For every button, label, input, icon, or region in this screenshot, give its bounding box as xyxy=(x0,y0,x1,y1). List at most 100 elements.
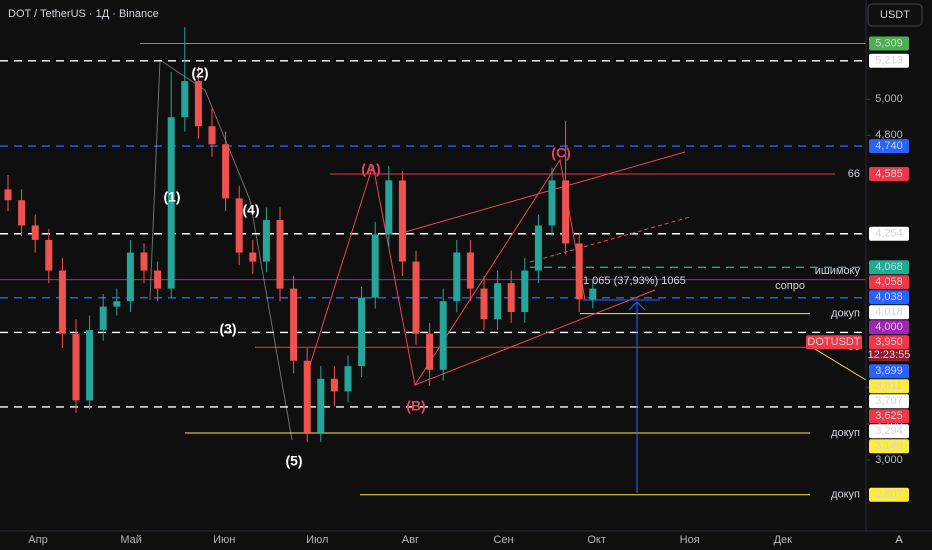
candle-body xyxy=(371,234,379,298)
currency-button[interactable] xyxy=(867,3,923,27)
price-label-box xyxy=(869,394,909,409)
wave-label: (C) xyxy=(551,145,570,161)
candle-body xyxy=(494,283,502,320)
price-label: 4,068 xyxy=(875,261,903,273)
wave-path xyxy=(149,59,293,441)
candle-body xyxy=(439,301,447,370)
price-label-box xyxy=(869,379,909,394)
candle-body xyxy=(521,270,529,313)
candle-body xyxy=(453,252,461,302)
x-tick-label: Апр xyxy=(28,534,47,546)
candle-body xyxy=(262,220,270,262)
countdown-label: 12:23:55 xyxy=(868,349,911,361)
candle-body xyxy=(330,378,338,392)
candle-body xyxy=(140,252,148,271)
candle-body xyxy=(18,200,26,226)
wave-label: (5) xyxy=(285,453,302,469)
price-label: 5,213 xyxy=(875,55,903,67)
candle-body xyxy=(167,117,175,289)
auto-scale[interactable]: A xyxy=(895,534,903,546)
price-label: 3,899 xyxy=(875,365,903,377)
price-label-box xyxy=(869,275,909,290)
candle-body xyxy=(154,270,162,289)
price-label: 4,585 xyxy=(875,168,903,180)
candle-body xyxy=(426,333,434,370)
level-note: 66 xyxy=(848,168,860,180)
wave-label: (2) xyxy=(191,65,208,81)
y-tick-label: 3,000 xyxy=(875,454,903,466)
candles-layer xyxy=(4,27,597,442)
price-label: 3,294 xyxy=(875,425,903,437)
measure-label: 1 065 (37,93%) 1065 xyxy=(583,275,686,287)
price-label: 3,811 xyxy=(876,380,903,392)
x-tick-label: Ноя xyxy=(680,534,700,546)
candle-body xyxy=(181,81,189,118)
x-tick-label: Июн xyxy=(213,534,235,546)
annotation: ишимоку xyxy=(815,265,861,277)
wave-label: (4) xyxy=(242,202,259,218)
x-tick-label: Окт xyxy=(587,534,606,546)
candle-body xyxy=(194,81,202,127)
price-label: 4,740 xyxy=(875,140,903,152)
candle-body xyxy=(4,189,12,201)
channel-line xyxy=(404,151,686,233)
trend-line xyxy=(809,345,867,381)
x-tick-label: Авг xyxy=(402,534,419,546)
wave-label: (3) xyxy=(219,321,236,337)
candle-body xyxy=(575,243,583,300)
arrow-head xyxy=(628,301,646,311)
candle-body xyxy=(99,306,107,331)
candle-body xyxy=(398,180,406,262)
price-label: 3,625 xyxy=(875,410,903,422)
candle-body xyxy=(317,378,325,433)
channel-line xyxy=(414,289,656,386)
price-label: 4,000 xyxy=(875,321,903,333)
y-tick-label: 4,800 xyxy=(875,129,903,141)
symbol-label: DOTUSDT xyxy=(807,336,860,348)
price-label-box xyxy=(869,439,909,454)
level-note: докуп xyxy=(831,427,860,439)
price-label-box xyxy=(869,305,909,320)
candle-body xyxy=(507,283,515,313)
candle-body xyxy=(126,252,134,302)
candle-body xyxy=(303,360,311,433)
level-note: докуп xyxy=(831,308,860,320)
candle-body xyxy=(534,225,542,271)
candle-body xyxy=(344,366,352,392)
price-label: 4,058 xyxy=(875,276,903,288)
candle-body xyxy=(72,333,80,401)
candle-body xyxy=(466,252,474,289)
price-label-box xyxy=(869,53,909,68)
wave-label: (B) xyxy=(406,398,425,414)
price-label-box xyxy=(869,487,909,502)
candle-body xyxy=(45,239,53,271)
candle-body xyxy=(113,301,121,307)
price-label: 5,309 xyxy=(875,37,903,49)
price-label-box xyxy=(869,36,909,51)
symbol-box xyxy=(806,335,862,350)
x-tick-label: Сен xyxy=(493,534,513,546)
x-tick-label: Май xyxy=(120,534,142,546)
candle-body xyxy=(358,297,366,367)
level-note: докуп xyxy=(831,489,860,501)
candle-body xyxy=(31,225,39,240)
price-label-box xyxy=(869,226,909,241)
price-label: 3,950 xyxy=(875,336,903,348)
currency-label[interactable]: USDT xyxy=(880,9,910,21)
price-label: 2,807 xyxy=(875,489,903,501)
candle-body xyxy=(589,288,597,300)
candle-body xyxy=(208,126,216,145)
price-label: 3,149 xyxy=(875,440,903,452)
candle-body xyxy=(235,198,243,253)
price-label: 4,018 xyxy=(875,306,903,318)
price-label-box xyxy=(869,320,909,335)
candle-body xyxy=(562,180,570,244)
candle-body xyxy=(222,144,230,199)
x-tick-label: Дек xyxy=(774,534,793,546)
price-label: 4,038 xyxy=(875,291,903,303)
price-label-box xyxy=(869,364,909,379)
candle-body xyxy=(290,288,298,361)
wave-label: (A) xyxy=(361,161,380,177)
